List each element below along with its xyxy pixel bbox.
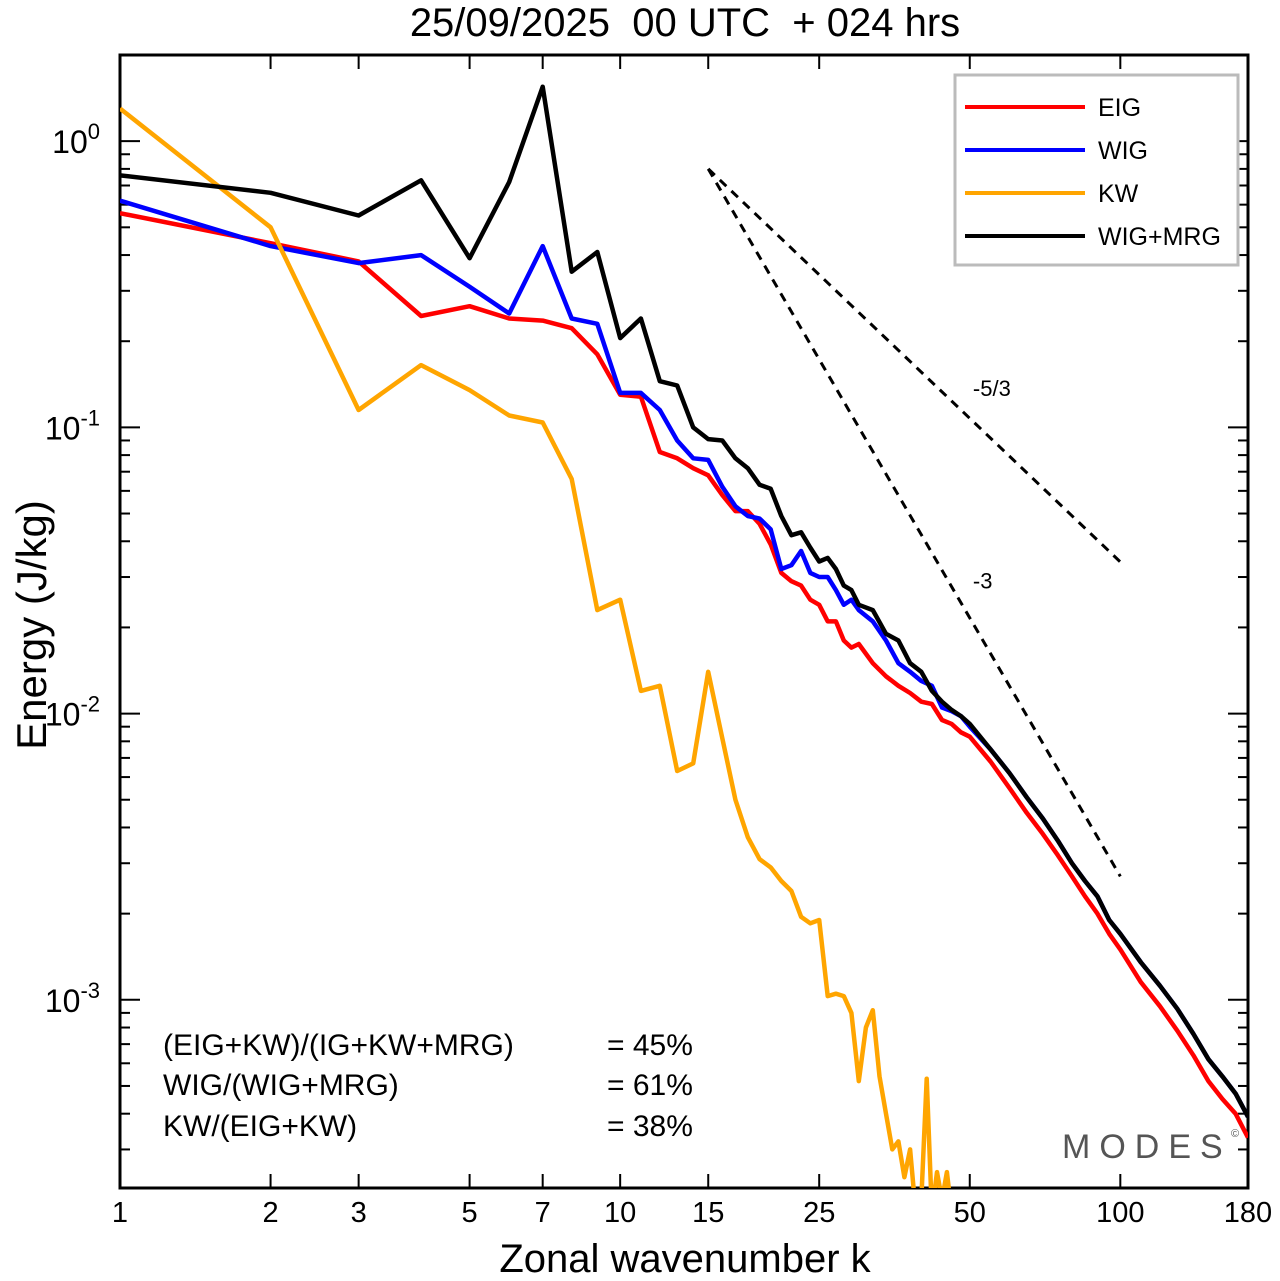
series-line-wig [120, 198, 1248, 1118]
x-axis-label: Zonal wavenumber k [499, 1237, 871, 1281]
y-tick-label: 10-3 [45, 978, 100, 1019]
y-tick-label: 10-1 [45, 405, 100, 446]
series-line-wig-mrg [120, 84, 1248, 1118]
x-tick-label: 1 [112, 1197, 128, 1229]
ratio-annotations: (EIG+KW)/(IG+KW+MRG) = 45% WIG/(WIG+MRG)… [163, 1029, 693, 1143]
series-line-kw [120, 106, 951, 1188]
x-tick-label: 5 [462, 1197, 478, 1229]
x-tick-label: 50 [954, 1197, 986, 1229]
reference-slope-label: -3 [973, 569, 993, 594]
annotation-label: KW/(EIG+KW) [163, 1110, 357, 1143]
reference-slope-line [706, 168, 1122, 878]
x-tick-label: 100 [1096, 1197, 1144, 1229]
annotation-value: = 38% [607, 1110, 693, 1143]
plot-frame [118, 53, 1250, 1190]
annotation-label: (EIG+KW)/(IG+KW+MRG) [163, 1029, 514, 1062]
modes-watermark: MODES [1062, 1128, 1232, 1166]
x-tick-label: 15 [692, 1197, 724, 1229]
chart-title: 25/09/2025 00 UTC + 024 hrs [410, 1, 960, 45]
x-tick-label: 3 [351, 1197, 367, 1229]
x-tick-label: 7 [535, 1197, 551, 1229]
y-tick-label: 10-2 [45, 692, 100, 733]
series-group [120, 84, 1248, 1188]
legend-label: WIG [1098, 137, 1148, 165]
legend: EIG WIG KW WIG+MRG [953, 73, 1240, 267]
annotation-label: WIG/(WIG+MRG) [163, 1069, 399, 1102]
series-line-eig [120, 210, 1248, 1139]
copyright-mark: © [1231, 1128, 1239, 1140]
annotation-value: = 61% [607, 1069, 693, 1102]
annotation-value: = 45% [607, 1029, 693, 1062]
x-tick-label: 2 [262, 1197, 278, 1229]
legend-label: WIG+MRG [1098, 223, 1221, 251]
reference-slope-label: -5/3 [973, 376, 1011, 401]
y-axis-label: Energy (J/kg) [8, 500, 55, 750]
x-tick-label: 180 [1224, 1197, 1272, 1229]
y-tick-label: 100 [52, 119, 100, 160]
legend-label: EIG [1098, 94, 1141, 122]
x-tick-label: 10 [604, 1197, 636, 1229]
x-axis: 1 2 3 5 7 10 15 25 50 100 180 [112, 55, 1272, 1229]
reference-slopes: -5/3 -3 [706, 167, 1122, 878]
legend-label: KW [1098, 180, 1139, 208]
x-tick-label: 25 [803, 1197, 835, 1229]
